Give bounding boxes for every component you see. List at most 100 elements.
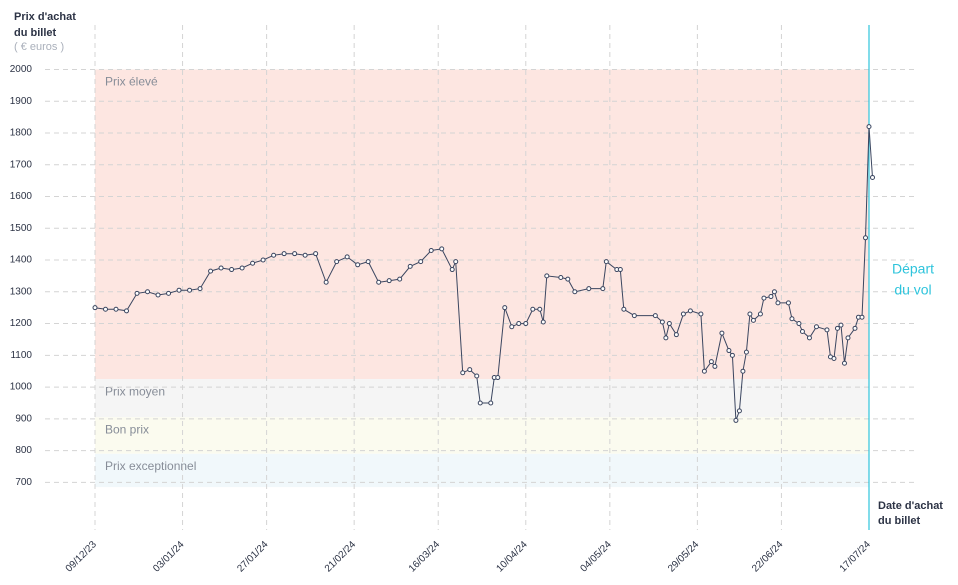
- price-point: [831, 355, 837, 361]
- y-tick-label: 1300: [10, 286, 33, 297]
- price-point: [544, 273, 550, 279]
- x-tick-label: 04/05/24: [579, 539, 615, 575]
- y-tick-label: 800: [15, 445, 32, 456]
- y-tick-label: 2000: [10, 64, 33, 75]
- price-point: [859, 314, 865, 320]
- price-point: [537, 306, 543, 312]
- y-tick-label: 1800: [10, 128, 33, 139]
- x-label: du billet: [878, 515, 921, 527]
- price-point: [113, 306, 119, 312]
- price-point: [775, 300, 781, 306]
- y-tick-label: 1000: [10, 382, 33, 393]
- price-point: [155, 292, 161, 298]
- price-point: [145, 289, 151, 295]
- y-unit: ( € euros ): [14, 41, 64, 53]
- band-label: Bon prix: [105, 422, 149, 436]
- price-point: [495, 375, 501, 381]
- price-point: [852, 325, 858, 331]
- price-point: [845, 335, 851, 341]
- price-point: [680, 311, 686, 317]
- x-tick-label: 10/04/24: [494, 539, 530, 575]
- price-point: [701, 368, 707, 374]
- price-point: [796, 321, 802, 327]
- price-point: [292, 251, 298, 257]
- price-point: [134, 290, 140, 296]
- price-point: [523, 321, 529, 327]
- price-point: [834, 325, 840, 331]
- price-point: [726, 348, 732, 354]
- price-point: [449, 267, 455, 273]
- price-point: [281, 251, 287, 257]
- price-point: [540, 319, 546, 325]
- price-point: [313, 251, 319, 257]
- band-label: Prix exceptionnel: [105, 459, 196, 473]
- price-point: [474, 373, 480, 379]
- price-point: [453, 259, 459, 265]
- price-point: [565, 276, 571, 282]
- x-tick-label: 17/07/24: [838, 539, 874, 575]
- price-point: [302, 252, 308, 258]
- price-point: [218, 265, 224, 271]
- price-point: [761, 295, 767, 301]
- price-point: [376, 279, 382, 285]
- x-tick-label: 22/06/24: [750, 539, 786, 575]
- band-label: Prix élevé: [105, 75, 158, 89]
- y-tick-label: 900: [15, 413, 32, 424]
- price-point: [740, 368, 746, 374]
- price-point: [509, 324, 515, 330]
- departure-label: Départ: [892, 261, 934, 277]
- price-point: [176, 287, 182, 293]
- price-point: [386, 278, 392, 284]
- price-point: [687, 308, 693, 314]
- price-point: [603, 259, 609, 265]
- price-point: [365, 259, 371, 265]
- price-point: [428, 248, 434, 254]
- y-tick-label: 1900: [10, 96, 33, 107]
- price-point: [824, 327, 830, 333]
- price-point: [239, 265, 245, 271]
- price-point: [467, 367, 473, 373]
- price-point: [166, 290, 172, 296]
- y-label: du billet: [14, 27, 57, 39]
- price-point: [477, 400, 483, 406]
- price-point: [558, 275, 564, 280]
- x-tick-label: 29/05/24: [666, 539, 702, 575]
- x-label: Date d'achat: [878, 500, 943, 512]
- y-tick-label: 1100: [10, 350, 32, 361]
- price-point: [768, 294, 774, 300]
- price-point: [631, 313, 637, 319]
- price-point: [862, 235, 868, 241]
- y-label: Prix d'achat: [14, 11, 76, 23]
- price-point: [666, 321, 672, 327]
- y-tick-label: 1500: [10, 223, 33, 234]
- price-point: [323, 279, 329, 285]
- price-point: [600, 286, 606, 292]
- price-point: [771, 289, 777, 295]
- band-label: Prix moyen: [105, 384, 165, 398]
- price-point: [124, 308, 130, 314]
- price-point: [708, 359, 714, 365]
- price-point: [652, 313, 658, 319]
- x-tick-label: 16/03/24: [407, 539, 443, 575]
- price-point: [271, 252, 277, 258]
- price-point: [747, 311, 753, 317]
- price-point: [344, 254, 350, 260]
- price-point: [698, 311, 704, 317]
- price-point: [460, 370, 466, 376]
- price-point: [785, 300, 791, 306]
- price-point: [750, 317, 756, 323]
- price-point: [870, 174, 876, 180]
- x-tick-label: 09/12/23: [64, 539, 100, 575]
- price-point: [407, 263, 413, 269]
- price-band: [95, 453, 869, 488]
- price-point: [488, 400, 494, 406]
- price-point: [663, 335, 669, 341]
- y-tick-label: 1700: [10, 159, 33, 170]
- price-point: [229, 267, 235, 273]
- price-point: [250, 260, 256, 266]
- price-point: [659, 319, 665, 325]
- price-point: [719, 330, 725, 336]
- price-point: [733, 417, 739, 423]
- price-point: [743, 349, 749, 355]
